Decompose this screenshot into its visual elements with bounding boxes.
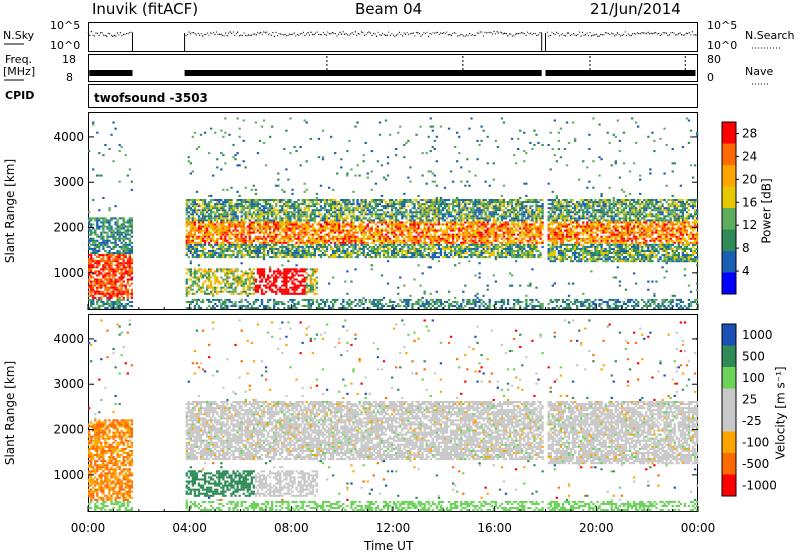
freq-label: Freq. <box>5 53 33 66</box>
cpid-panel <box>88 84 698 108</box>
beam-title: Beam 04 <box>355 0 423 18</box>
y-tick-label-0-0: 1000 <box>53 266 84 280</box>
x-tick-label-3: 12:00 <box>376 521 411 535</box>
x-tick-label-5: 20:00 <box>579 521 614 535</box>
colorbar-swatch-0-1 <box>722 143 736 166</box>
colorbar-tick-label-1-2: 100 <box>742 371 765 385</box>
nave-label: Nave <box>745 65 774 78</box>
y-tick-label-0-1: 2000 <box>53 221 84 235</box>
nsky-label: N.Sky <box>3 29 35 42</box>
colorbar-tick-label-1-7: -1000 <box>742 478 777 492</box>
colorbar-tick-label-1-1: 500 <box>742 349 765 363</box>
colorbar-tick-label-1-5: -100 <box>742 435 769 449</box>
colorbar-swatch-0-5 <box>722 229 736 252</box>
nsky-tick-top: 10^5 <box>50 19 81 32</box>
nsky-panel <box>88 22 698 52</box>
colorbar-tick-label-0-5: 24 <box>742 149 757 163</box>
nave-tick-bottom: 0 <box>707 71 714 84</box>
freq-band-1 <box>184 70 542 76</box>
heatmap-cells-1 <box>88 319 699 512</box>
nsearch-tick-top: 10^5 <box>707 19 738 32</box>
nsearch-label: N.Search <box>745 29 795 42</box>
x-tick-label-4: 16:00 <box>477 521 512 535</box>
colorbar-tick-label-0-1: 8 <box>742 241 750 255</box>
nsearch-tick-bottom: 10^0 <box>707 39 738 52</box>
date-title: 21/Jun/2014 <box>590 0 681 18</box>
colorbar-swatch-1-6 <box>722 453 736 475</box>
nave-tick-top: 80 <box>707 53 721 66</box>
freq-tick-top: 18 <box>62 53 76 66</box>
colorbar-tick-label-0-4: 20 <box>742 172 757 186</box>
colorbar-swatch-1-0 <box>722 324 736 346</box>
freq-band-2 <box>545 70 696 76</box>
colorbar-swatch-1-3 <box>722 388 736 411</box>
y-tick-label-0-2: 3000 <box>53 175 84 189</box>
colorbar-swatch-0-3 <box>722 186 736 209</box>
cpid-program: twofsound -3503 <box>94 91 208 105</box>
heatmap-cells-0 <box>88 117 699 310</box>
colorbar-swatch-0-4 <box>722 208 736 230</box>
colorbar-tick-label-0-6: 28 <box>742 126 757 140</box>
freq-panel <box>88 54 698 82</box>
nsky-trace <box>87 30 698 38</box>
freq-tick-bottom: 8 <box>66 71 73 84</box>
colorbar-swatch-0-6 <box>722 251 736 273</box>
colorbar-swatch-1-1 <box>722 345 736 368</box>
colorbar-swatch-1-7 <box>722 474 736 497</box>
x-tick-label-6: 00:00 <box>681 521 716 535</box>
freq-band-0 <box>89 70 133 76</box>
y-tick-label-1-1: 2000 <box>53 423 84 437</box>
cpid-label: CPID <box>5 89 35 102</box>
colorbar-tick-label-0-2: 12 <box>742 218 757 232</box>
y-tick-label-1-3: 4000 <box>53 332 84 346</box>
x-tick-label-1: 04:00 <box>172 521 207 535</box>
colorbar-swatch-0-7 <box>722 272 736 295</box>
x-tick-label-2: 08:00 <box>274 521 309 535</box>
colorbar-frame-0 <box>721 121 737 295</box>
colorbar-swatch-1-4 <box>722 410 736 432</box>
y-tick-label-0-3: 4000 <box>53 130 84 144</box>
colorbar-swatch-1-2 <box>722 367 736 389</box>
colorbar-tick-label-0-0: 4 <box>742 264 750 278</box>
colorbar-tick-label-1-6: -500 <box>742 457 769 471</box>
y-tick-label-1-2: 3000 <box>53 377 84 391</box>
colorbar-swatch-0-2 <box>722 165 736 187</box>
y-tick-label-1-0: 1000 <box>53 468 84 482</box>
colorbar-tick-label-0-3: 16 <box>742 195 757 209</box>
nsky-tick-bottom: 10^0 <box>50 39 81 52</box>
colorbar-tick-label-1-0: 1000 <box>742 328 773 342</box>
colorbar-tick-label-1-4: -25 <box>742 414 762 428</box>
station-title: Inuvik (fitACF) <box>92 0 199 18</box>
colorbar-swatch-1-5 <box>722 431 736 454</box>
colorbar-frame-1 <box>721 323 737 497</box>
x-tick-label-0: 00:00 <box>71 521 106 535</box>
colorbar-swatch-0-0 <box>722 122 736 144</box>
x-axis-label: Time UT <box>364 539 414 553</box>
colorbar-tick-label-1-3: 25 <box>742 392 757 406</box>
freq-unit: [MHz] <box>3 65 36 78</box>
